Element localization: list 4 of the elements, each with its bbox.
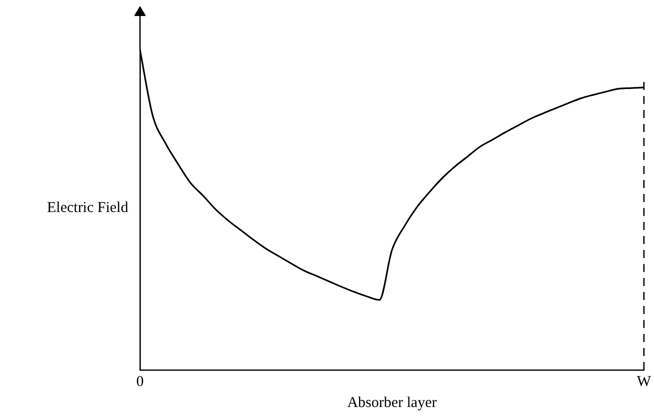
x-axis-title: Absorber layer bbox=[347, 394, 437, 411]
x-tick-label: 0 bbox=[136, 374, 144, 390]
y-axis-title: Electric Field bbox=[47, 200, 128, 217]
x-tick-label: W bbox=[636, 374, 652, 390]
